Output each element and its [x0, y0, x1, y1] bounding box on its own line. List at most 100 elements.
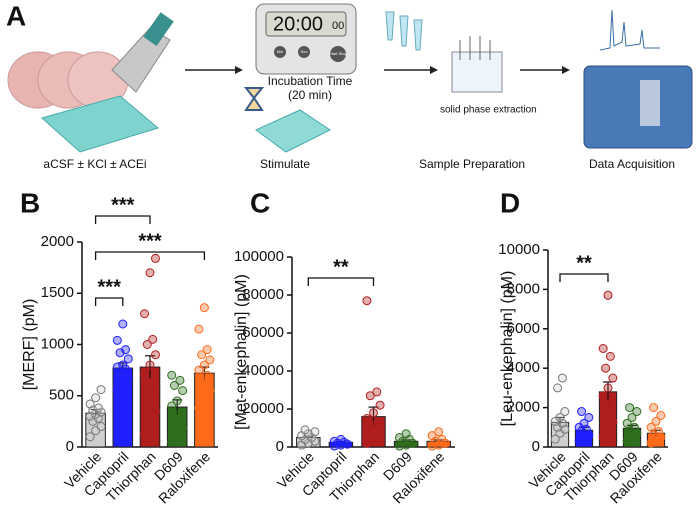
brain-slices	[7, 51, 129, 109]
data-point	[167, 401, 177, 411]
caption: Stimulate	[260, 157, 310, 171]
data-point	[362, 414, 372, 423]
caption: (20 min)	[288, 88, 332, 102]
pipette-handle	[143, 12, 174, 47]
significance-bracket	[94, 251, 206, 260]
y-tick-label: 60000	[242, 324, 284, 341]
data-point	[584, 412, 594, 422]
data-point	[145, 422, 155, 431]
data-point	[603, 383, 613, 393]
panel-label: C	[250, 187, 270, 218]
data-point	[395, 433, 405, 442]
chart: D [Leu-enkephalin] (pM) 0 2000 4000 6000 8000 1…	[498, 187, 668, 507]
data-point	[625, 403, 635, 413]
significance-label: ***	[98, 276, 122, 298]
caption: Sample Preparation	[419, 157, 525, 171]
panel-label: A	[6, 0, 26, 31]
data-point	[199, 360, 209, 370]
data-point	[178, 386, 188, 396]
data-point	[434, 427, 444, 437]
data-point	[646, 422, 656, 432]
button: Sec	[301, 49, 308, 54]
data-point	[118, 360, 128, 370]
data-point	[656, 410, 666, 420]
button: Min	[277, 49, 283, 54]
data-point	[395, 441, 405, 451]
data-point	[194, 403, 204, 413]
significance-label: **	[576, 252, 592, 274]
data-point	[199, 393, 209, 403]
data-point	[649, 403, 659, 413]
significance-label: **	[333, 256, 349, 278]
data-point	[372, 419, 382, 429]
data-point	[85, 432, 95, 442]
panel-label: B	[20, 187, 40, 218]
data-point	[93, 403, 103, 413]
data-point	[118, 378, 128, 388]
caption: Incubation Time	[268, 74, 353, 88]
data-point	[646, 438, 656, 448]
y-tick-label: 2000	[507, 399, 540, 416]
y-tick-label: 1500	[41, 284, 74, 301]
data-point	[375, 431, 385, 441]
data-point	[365, 425, 375, 435]
data-point	[601, 363, 611, 373]
data-point	[372, 387, 382, 397]
data-point	[202, 370, 212, 380]
panel-label: D	[500, 187, 520, 218]
data-point	[150, 253, 160, 263]
data-point	[608, 373, 618, 383]
y-axis-label: [Met-enkephalin] (pM)	[233, 274, 250, 430]
data-point	[169, 416, 179, 426]
data-point	[142, 393, 152, 403]
workflow: A aCSF ± KCl ± ACEi 20:00 00 Min Sec Sta…	[6, 0, 693, 171]
mass-spectrometer	[583, 65, 693, 149]
data-point	[96, 385, 106, 395]
significance-bracket	[94, 215, 151, 224]
y-tick-label: 8000	[507, 280, 540, 297]
data-point	[369, 408, 378, 418]
data-point	[91, 393, 101, 403]
data-point	[112, 335, 122, 345]
y-tick-label: 1000	[41, 335, 74, 352]
data-point	[140, 370, 150, 380]
data-point	[553, 383, 563, 393]
data-point	[123, 354, 133, 364]
y-tick-label: 100000	[234, 248, 284, 265]
caption: aCSF ± KCl ± ACEi	[43, 157, 146, 171]
data-point	[197, 381, 207, 390]
data-point	[167, 370, 177, 380]
data-point	[194, 365, 204, 375]
data-point	[608, 416, 618, 426]
chart: C [Met-enkephalin] (pM) 0 20000 40000 60000 80…	[233, 187, 455, 507]
data-point	[140, 309, 150, 319]
y-tick-label: 2000	[41, 233, 74, 250]
data-point	[121, 345, 131, 355]
data-point	[85, 399, 95, 409]
y-tick-label: 0	[532, 438, 540, 455]
data-point	[579, 418, 589, 428]
data-point	[150, 406, 160, 416]
data-point	[150, 350, 160, 360]
data-point	[560, 407, 570, 417]
data-point	[577, 407, 587, 417]
data-point	[427, 441, 437, 451]
data-point	[375, 400, 385, 410]
data-point	[175, 375, 185, 385]
data-point	[202, 345, 212, 355]
data-point	[194, 324, 204, 334]
data-point	[598, 432, 608, 442]
chart: B[MERF] (pM)0500100015002000VehicleCapto…	[20, 187, 218, 507]
data-point	[336, 434, 346, 444]
data-point	[629, 422, 639, 432]
y-tick-label: 0	[276, 438, 284, 455]
data-point	[362, 438, 372, 448]
hourglass	[243, 87, 265, 111]
data-point	[140, 429, 150, 439]
timer-display: 00	[332, 20, 344, 32]
data-point	[205, 355, 215, 365]
data-point	[603, 290, 613, 300]
data-point	[178, 424, 188, 434]
data-point	[199, 303, 209, 313]
spectrum	[599, 9, 660, 51]
